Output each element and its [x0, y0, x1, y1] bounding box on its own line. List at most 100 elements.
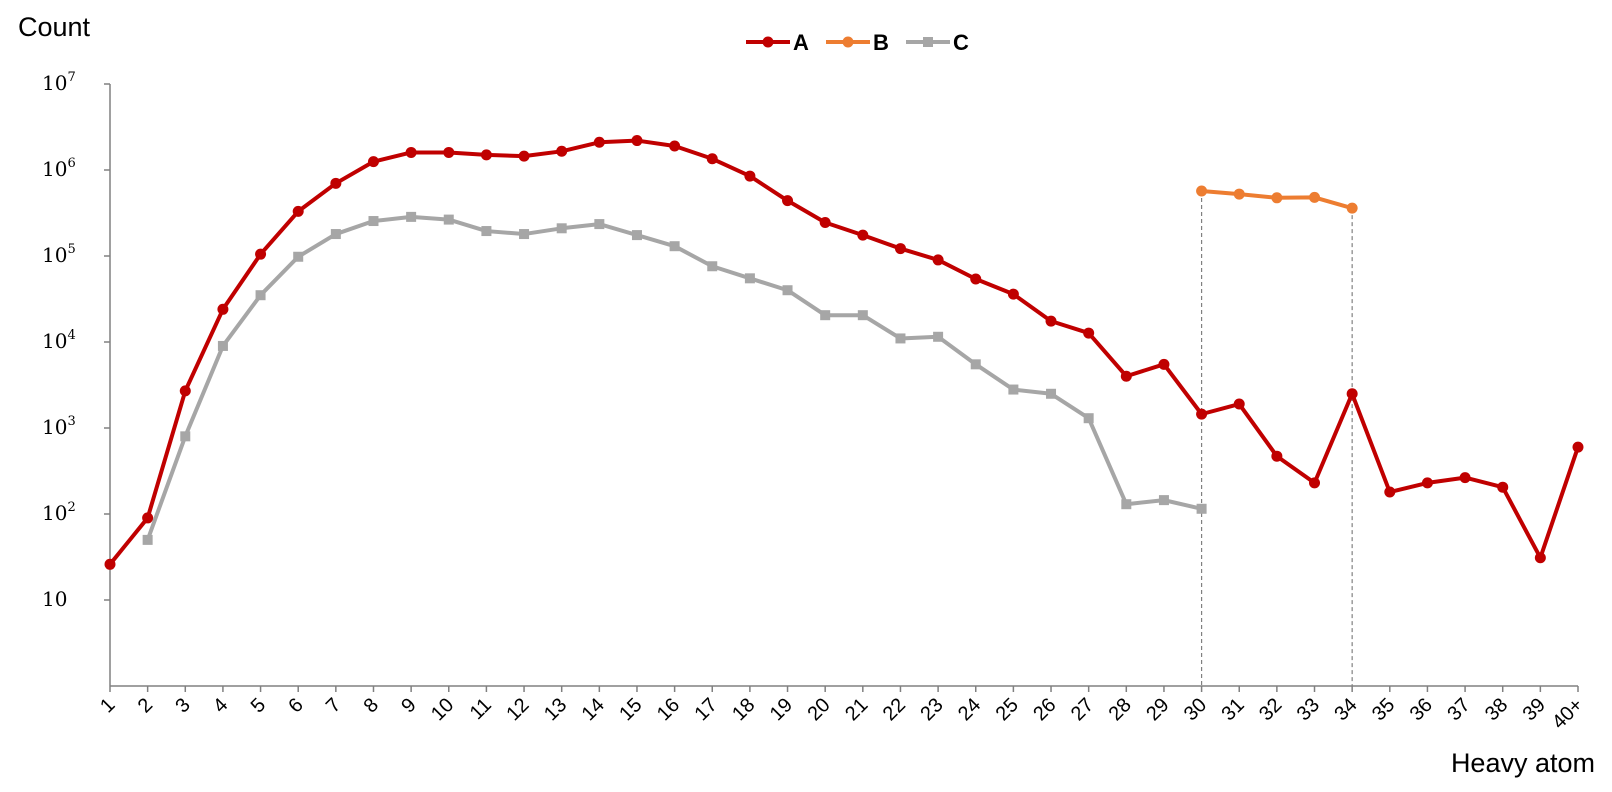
x-tick-label: 22 [879, 694, 910, 725]
x-tick-label: 17 [691, 694, 722, 725]
data-point-c [594, 219, 605, 230]
data-point-a [1309, 477, 1321, 489]
data-point-a [1346, 388, 1358, 400]
x-tick-label: 10 [427, 694, 458, 725]
data-point-a [744, 170, 756, 182]
data-point-c [895, 333, 906, 344]
y-tick-exponent: 4 [67, 328, 75, 343]
data-point-c [1196, 503, 1207, 514]
y-tick-base: 10 [42, 415, 67, 439]
y-tick-label: 106 [42, 156, 76, 181]
x-tick-label: 4 [209, 694, 232, 717]
y-tick-label: 10 [42, 587, 67, 611]
data-point-c [481, 226, 492, 237]
data-point-c [255, 290, 266, 301]
x-tick-label: 34 [1330, 694, 1361, 725]
y-tick-exponent: 6 [67, 156, 75, 171]
x-tick-label: 3 [171, 694, 194, 717]
data-point-c [1046, 388, 1057, 399]
x-tick-label: 35 [1368, 694, 1399, 725]
legend-label-b: B [873, 30, 889, 55]
legend-marker-b [842, 36, 854, 48]
data-point-a [1384, 486, 1396, 498]
guide-lines [1200, 190, 1353, 686]
y-tick-exponent: 7 [67, 70, 75, 85]
data-point-a [1534, 552, 1546, 564]
x-tick-label: 32 [1255, 694, 1286, 725]
y-tick-label: 105 [42, 242, 76, 267]
data-point-c [970, 359, 981, 370]
data-point-a [819, 217, 831, 229]
data-point-a [932, 254, 944, 266]
data-point-c [180, 431, 191, 442]
x-tick-label: 13 [540, 694, 571, 725]
data-point-c [631, 230, 642, 241]
y-tick-base: 10 [42, 587, 67, 611]
x-tick-label: 23 [916, 694, 947, 725]
x-tick-label: 28 [1105, 694, 1136, 725]
y-tick-base: 10 [42, 71, 67, 95]
data-point-a [1120, 370, 1132, 382]
data-point-a [1271, 450, 1283, 462]
legend-marker-c [923, 37, 933, 47]
data-point-c [443, 214, 454, 225]
data-point-c [669, 241, 680, 252]
data-point-a [1083, 327, 1095, 339]
x-tick-label: 9 [397, 694, 420, 717]
series-b [1196, 185, 1358, 214]
x-ticks: 1 2 3 4 5 6 7 8 9 10 11 12 13 14 15 16 17 18 19 20 21 22 23 24 2… [96, 686, 1588, 734]
y-tick-exponent: 3 [67, 414, 75, 429]
x-tick-label: 25 [992, 694, 1023, 725]
x-tick-label: 33 [1293, 694, 1324, 725]
y-tick-label: 104 [42, 328, 76, 353]
data-point-a [894, 243, 906, 255]
data-point-c [519, 229, 530, 240]
data-point-b [1271, 192, 1283, 204]
y-tick-label: 102 [42, 500, 76, 525]
x-axis-title: Heavy atom [1451, 748, 1595, 778]
data-point-b [1309, 191, 1321, 203]
x-tick-label: 26 [1029, 694, 1060, 725]
x-tick-label: 30 [1180, 694, 1211, 725]
data-point-a [857, 229, 869, 241]
data-point-a [104, 558, 116, 570]
y-tick-label: 107 [42, 70, 76, 95]
data-point-c [820, 310, 831, 321]
data-point-a [217, 303, 229, 315]
data-point-b [1346, 202, 1358, 214]
data-point-a [1196, 408, 1208, 420]
data-point-a [593, 136, 605, 148]
data-point-a [142, 512, 154, 524]
legend-label-c: C [953, 30, 969, 55]
x-tick-label: 24 [954, 694, 985, 725]
legend-marker-a [762, 36, 774, 48]
x-tick-label: 12 [502, 694, 533, 725]
axes [109, 84, 1578, 687]
y-tick-base: 10 [42, 501, 67, 525]
y-tick-base: 10 [42, 329, 67, 353]
x-tick-label: 15 [615, 694, 646, 725]
x-tick-label: 8 [360, 694, 383, 717]
data-point-a [518, 150, 530, 162]
x-tick-label: 19 [766, 694, 797, 725]
data-point-a [970, 273, 982, 285]
x-tick-label: 39 [1519, 694, 1550, 725]
x-tick-label: 16 [653, 694, 684, 725]
y-tick-exponent: 2 [67, 500, 75, 515]
data-point-a [330, 177, 342, 189]
data-point-c [368, 216, 379, 227]
data-point-a [480, 149, 492, 161]
data-point-a [669, 140, 681, 152]
data-point-a [782, 195, 794, 207]
legend-item-a: A [746, 30, 809, 55]
data-point-c [782, 285, 793, 296]
data-point-c [406, 211, 417, 222]
data-point-c [556, 223, 567, 234]
data-point-a [179, 385, 191, 397]
data-point-c [217, 340, 228, 351]
series-a [104, 135, 1584, 570]
legend-item-c: C [906, 30, 969, 55]
